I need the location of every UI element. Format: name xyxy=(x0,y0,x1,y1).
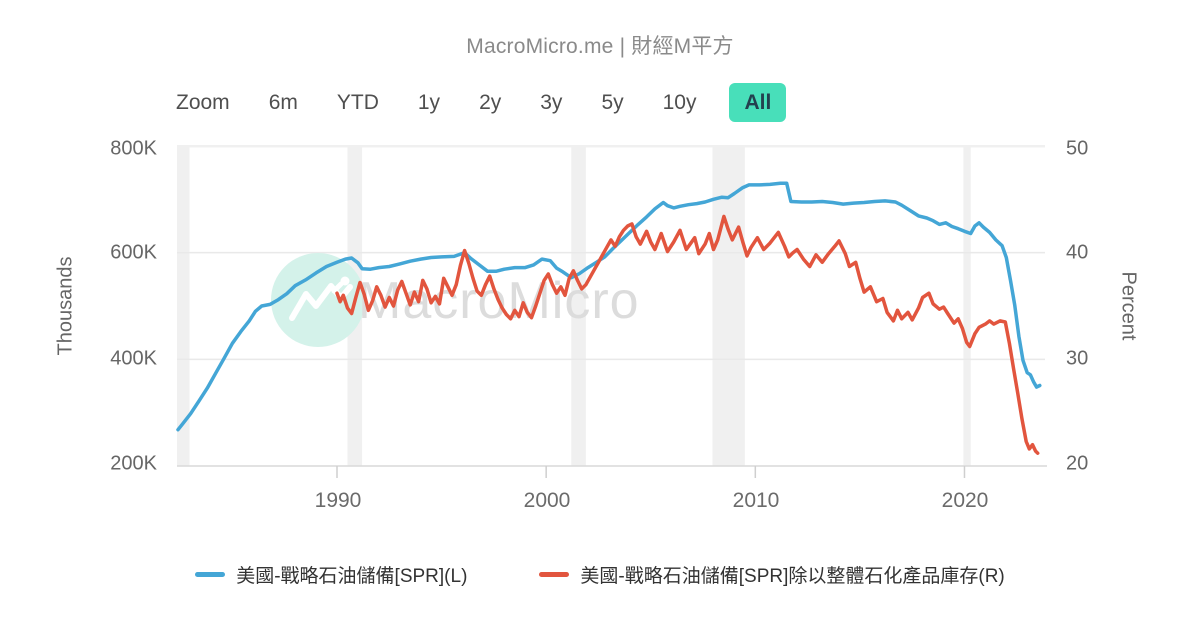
legend: 美國-戰略石油儲備[SPR](L) 美國-戰略石油儲備[SPR]除以整體石化產品… xyxy=(0,556,1200,592)
range-button-1y[interactable]: 1y xyxy=(412,85,446,120)
legend-label-spr-level: 美國-戰略石油儲備[SPR](L) xyxy=(236,565,468,587)
recession-band xyxy=(571,146,586,466)
left-tick-400k: 400K xyxy=(110,347,157,370)
range-button-6m[interactable]: 6m xyxy=(263,85,304,120)
x-tick-2010: 2010 xyxy=(732,489,780,512)
range-button-ytd[interactable]: YTD xyxy=(331,85,385,120)
series-line-spr-level[interactable] xyxy=(176,181,1042,432)
range-button-10y[interactable]: 10y xyxy=(657,85,703,120)
x-tick-2000: 2000 xyxy=(523,489,571,512)
recession-band xyxy=(712,146,745,466)
macromicro-logo-icon xyxy=(331,281,344,294)
macromicro-logo-icon xyxy=(340,276,350,286)
left-axis-title: Thousands xyxy=(54,256,77,356)
recession-band xyxy=(963,146,971,466)
gridline-top xyxy=(177,145,1045,148)
toolbar-zoom-label: Zoom xyxy=(176,90,230,114)
legend-swatch-blue xyxy=(195,571,226,577)
x-tick-2020: 2020 xyxy=(941,489,989,512)
legend-item-spr-ratio[interactable]: 美國-戰略石油儲備[SPR]除以整體石化產品庫存(R) xyxy=(539,561,1005,588)
right-tick-50: 50 xyxy=(1066,137,1089,160)
x-tick-1990: 1990 xyxy=(314,489,362,512)
range-button-5y[interactable]: 5y xyxy=(595,85,629,120)
range-button-all[interactable]: All xyxy=(729,82,787,122)
right-tick-20: 20 xyxy=(1066,452,1089,475)
range-toolbar: Zoom 6m YTD 1y 2y 3y 5y 10y All xyxy=(170,82,787,122)
range-button-2y[interactable]: 2y xyxy=(473,85,507,120)
right-tick-30: 30 xyxy=(1066,347,1089,370)
legend-label-spr-ratio: 美國-戰略石油儲備[SPR]除以整體石化產品庫存(R) xyxy=(580,565,1005,587)
right-axis-title: Percent xyxy=(1117,271,1140,341)
legend-swatch-red xyxy=(539,571,570,577)
left-tick-800k: 800K xyxy=(110,137,157,160)
left-tick-200k: 200K xyxy=(110,452,157,475)
series-line-spr-ratio[interactable] xyxy=(335,214,1040,455)
range-button-3y[interactable]: 3y xyxy=(534,85,568,120)
page-title: MacroMicro.me | 財經M平方 xyxy=(466,35,734,58)
recession-band xyxy=(177,146,190,466)
left-tick-600k: 600K xyxy=(110,241,157,264)
right-tick-40: 40 xyxy=(1066,241,1089,264)
legend-item-spr-level[interactable]: 美國-戰略石油儲備[SPR](L) xyxy=(195,561,467,588)
